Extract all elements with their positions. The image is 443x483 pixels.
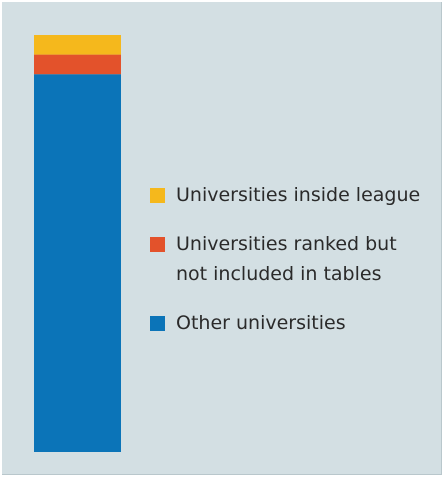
legend-item-other-universities: Other universities [150,308,440,338]
legend-swatch-inside-league [150,188,165,203]
legend-swatch-other-universities [150,316,165,331]
bar-segment-universities-ranked-but-not-included-in-tables [34,54,121,75]
bar-segment-other-universities [34,74,121,452]
legend-label-ranked-not-included: Universities ranked but not included in … [176,233,397,285]
chart-panel: Universities inside league Universities … [2,2,442,475]
legend-item-ranked-not-included: Universities ranked but not included in … [150,229,440,289]
legend-swatch-ranked-not-included [150,237,165,252]
legend: Universities inside league Universities … [150,180,440,357]
stacked-bar-chart [34,35,121,452]
legend-label-other-universities: Other universities [176,312,346,334]
bar-segment-universities-inside-league [34,35,121,55]
stacked-bar [34,35,121,452]
legend-label-inside-league: Universities inside league [176,184,421,206]
legend-item-inside-league: Universities inside league [150,180,440,210]
